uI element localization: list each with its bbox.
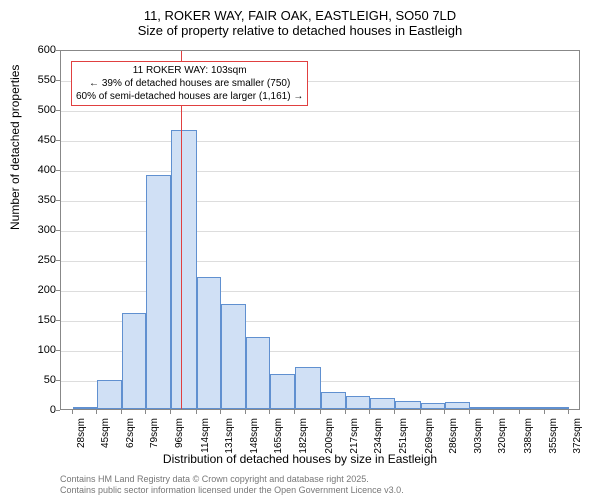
histogram-bar bbox=[270, 374, 295, 409]
x-tick-mark bbox=[72, 410, 73, 414]
x-tick-mark bbox=[544, 410, 545, 414]
x-tick-mark bbox=[345, 410, 346, 414]
y-tick-label: 100 bbox=[26, 344, 56, 356]
grid-line bbox=[61, 291, 579, 292]
histogram-bar bbox=[520, 407, 545, 409]
histogram-bar bbox=[171, 130, 197, 409]
footer-line-1: Contains HM Land Registry data © Crown c… bbox=[60, 474, 404, 485]
histogram-bar bbox=[445, 402, 470, 409]
y-tick-label: 250 bbox=[26, 254, 56, 266]
plot-area: 11 ROKER WAY: 103sqm← 39% of detached ho… bbox=[60, 50, 580, 410]
histogram-bar bbox=[197, 277, 222, 409]
histogram-bar bbox=[545, 407, 570, 409]
histogram-bar bbox=[246, 337, 271, 409]
x-tick-mark bbox=[170, 410, 171, 414]
histogram-bar bbox=[97, 380, 122, 409]
histogram-bar bbox=[421, 403, 446, 409]
grid-line bbox=[61, 171, 579, 172]
grid-line bbox=[61, 141, 579, 142]
histogram-bar bbox=[346, 396, 371, 409]
y-tick-label: 350 bbox=[26, 194, 56, 206]
annotation-box: 11 ROKER WAY: 103sqm← 39% of detached ho… bbox=[71, 61, 308, 106]
y-tick-label: 400 bbox=[26, 164, 56, 176]
x-tick-mark bbox=[469, 410, 470, 414]
x-tick-mark bbox=[269, 410, 270, 414]
x-tick-mark bbox=[369, 410, 370, 414]
x-tick-mark bbox=[493, 410, 494, 414]
x-tick-mark bbox=[420, 410, 421, 414]
histogram-bar bbox=[73, 407, 98, 409]
histogram-bar bbox=[295, 367, 321, 409]
histogram-bar bbox=[470, 407, 495, 409]
histogram-bar bbox=[221, 304, 246, 409]
grid-line bbox=[61, 261, 579, 262]
annotation-line: 60% of semi-detached houses are larger (… bbox=[76, 90, 303, 103]
x-tick-mark bbox=[320, 410, 321, 414]
annotation-line: ← 39% of detached houses are smaller (75… bbox=[76, 77, 303, 90]
histogram-bar bbox=[494, 407, 520, 409]
histogram-bar bbox=[146, 175, 171, 409]
x-tick-mark bbox=[294, 410, 295, 414]
x-tick-mark bbox=[245, 410, 246, 414]
grid-line bbox=[61, 231, 579, 232]
grid-line bbox=[61, 111, 579, 112]
histogram-bar bbox=[370, 398, 395, 409]
x-tick-mark bbox=[568, 410, 569, 414]
y-tick-label: 600 bbox=[26, 44, 56, 56]
y-tick-label: 150 bbox=[26, 314, 56, 326]
histogram-bar bbox=[122, 313, 147, 409]
y-tick-mark bbox=[56, 410, 60, 411]
y-tick-label: 50 bbox=[26, 374, 56, 386]
y-tick-label: 300 bbox=[26, 224, 56, 236]
footer-line-2: Contains public sector information licen… bbox=[60, 485, 404, 496]
chart-container: 11, ROKER WAY, FAIR OAK, EASTLEIGH, SO50… bbox=[0, 0, 600, 500]
title-line-1: 11, ROKER WAY, FAIR OAK, EASTLEIGH, SO50… bbox=[0, 8, 600, 23]
x-tick-mark bbox=[196, 410, 197, 414]
y-tick-label: 500 bbox=[26, 104, 56, 116]
y-tick-label: 200 bbox=[26, 284, 56, 296]
y-tick-label: 450 bbox=[26, 134, 56, 146]
y-tick-label: 550 bbox=[26, 74, 56, 86]
x-tick-mark bbox=[444, 410, 445, 414]
x-tick-mark bbox=[96, 410, 97, 414]
histogram-bar bbox=[395, 401, 421, 409]
x-tick-mark bbox=[121, 410, 122, 414]
x-axis-label: Distribution of detached houses by size … bbox=[0, 452, 600, 466]
grid-line bbox=[61, 201, 579, 202]
title-line-2: Size of property relative to detached ho… bbox=[0, 23, 600, 38]
y-axis-label: Number of detached properties bbox=[8, 65, 22, 230]
y-tick-label: 0 bbox=[26, 404, 56, 416]
x-tick-mark bbox=[394, 410, 395, 414]
x-tick-mark bbox=[220, 410, 221, 414]
chart-title-block: 11, ROKER WAY, FAIR OAK, EASTLEIGH, SO50… bbox=[0, 0, 600, 38]
histogram-bar bbox=[321, 392, 346, 409]
x-tick-mark bbox=[519, 410, 520, 414]
annotation-line: 11 ROKER WAY: 103sqm bbox=[76, 64, 303, 77]
footer: Contains HM Land Registry data © Crown c… bbox=[60, 474, 404, 496]
x-tick-mark bbox=[145, 410, 146, 414]
